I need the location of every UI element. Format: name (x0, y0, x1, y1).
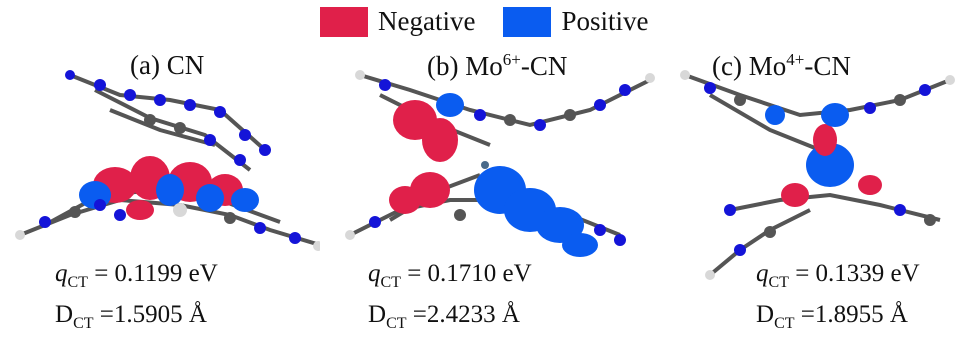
molecule-a-image (15, 70, 320, 251)
negative-label: Negative (378, 6, 476, 36)
atoms-b (345, 70, 655, 246)
negative-swatch (320, 6, 368, 37)
panel-b-charge: qCT = 0.1710 eV (368, 260, 532, 291)
panel-c-charge: qCT = 0.1339 eV (756, 260, 920, 291)
panel-a-title: (a) CN (130, 50, 205, 80)
panel-a-stats: qCT = 0.1199 eV DCT =1.5905 Å (55, 258, 218, 340)
panel-a-distance: DCT =1.5905 Å (55, 301, 207, 332)
panel-a: (a) CN qCT = 0.1199 eV DCT =1.5905 Å (0, 0, 320, 332)
positive-label: Positive (561, 6, 649, 36)
panel-c-distance: DCT =1.8955 Å (756, 301, 908, 332)
panel-b-stats: qCT = 0.1710 eV DCT =2.4233 Å (368, 258, 532, 340)
panel-c: (c) Mo4+-CN qCT = 0.1339 eV DCT =1.8955 … (670, 0, 958, 332)
charge-lobes-c (765, 103, 882, 207)
panel-c-title: (c) Mo4+-CN (712, 50, 851, 81)
panel-b-title: (b) Mo6+-CN (427, 50, 568, 81)
panel-b-distance: DCT =2.4233 Å (368, 301, 520, 332)
molecule-b-image (345, 70, 655, 257)
positive-swatch (503, 6, 552, 37)
panel-c-stats: qCT = 0.1339 eV DCT =1.8955 Å (756, 258, 920, 340)
legend: Negative Positive (320, 6, 666, 37)
molecule-c-image (680, 70, 955, 280)
panel-a-charge: qCT = 0.1199 eV (55, 260, 218, 291)
panel-b: (b) Mo6+-CN qCT = 0.1710 eV DCT =2.4233 … (330, 0, 660, 332)
charge-lobes-a (79, 156, 259, 220)
atoms-c (680, 70, 955, 280)
atoms-a (15, 70, 320, 251)
charge-lobes-b (389, 93, 598, 257)
